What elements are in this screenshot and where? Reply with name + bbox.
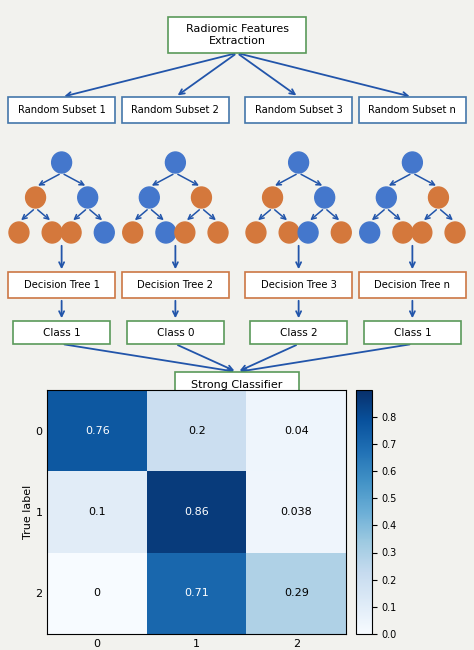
FancyBboxPatch shape	[175, 372, 299, 398]
Text: Decision Tree 1: Decision Tree 1	[24, 280, 100, 290]
Text: 0.86: 0.86	[184, 507, 209, 517]
FancyBboxPatch shape	[168, 17, 306, 53]
Circle shape	[428, 187, 448, 208]
FancyBboxPatch shape	[13, 321, 110, 344]
FancyBboxPatch shape	[250, 321, 347, 344]
Text: Strong Classifier: Strong Classifier	[191, 380, 283, 390]
Circle shape	[402, 152, 422, 173]
Text: 0.2: 0.2	[188, 426, 206, 436]
FancyBboxPatch shape	[127, 321, 224, 344]
Text: Class 1: Class 1	[393, 328, 431, 337]
Circle shape	[289, 152, 309, 173]
Text: 0.038: 0.038	[281, 507, 312, 517]
Text: Radiomic Features
Extraction: Radiomic Features Extraction	[185, 24, 289, 46]
Text: 0.71: 0.71	[184, 588, 209, 598]
Circle shape	[26, 187, 46, 208]
FancyBboxPatch shape	[359, 272, 465, 298]
Circle shape	[42, 222, 62, 243]
Circle shape	[175, 222, 195, 243]
Text: Class 1: Class 1	[43, 328, 81, 337]
Text: Class 0: Class 0	[156, 328, 194, 337]
Circle shape	[139, 187, 159, 208]
Y-axis label: True label: True label	[23, 485, 33, 539]
Circle shape	[263, 187, 283, 208]
FancyBboxPatch shape	[122, 97, 229, 123]
Text: 0: 0	[94, 588, 100, 598]
Text: 0.1: 0.1	[88, 507, 106, 517]
Circle shape	[393, 222, 413, 243]
FancyBboxPatch shape	[359, 97, 465, 123]
Circle shape	[9, 222, 29, 243]
Circle shape	[246, 222, 266, 243]
FancyBboxPatch shape	[364, 321, 461, 344]
Circle shape	[445, 222, 465, 243]
Text: Decision Tree n: Decision Tree n	[374, 280, 450, 290]
Text: 0.76: 0.76	[85, 426, 109, 436]
Circle shape	[412, 222, 432, 243]
Circle shape	[331, 222, 351, 243]
Circle shape	[315, 187, 335, 208]
FancyBboxPatch shape	[246, 272, 352, 298]
Circle shape	[156, 222, 176, 243]
Circle shape	[123, 222, 143, 243]
Text: Random Subset 2: Random Subset 2	[131, 105, 219, 115]
Text: Random Subset n: Random Subset n	[368, 105, 456, 115]
FancyBboxPatch shape	[175, 415, 299, 443]
Text: Decision Tree 2: Decision Tree 2	[137, 280, 213, 290]
Circle shape	[298, 222, 318, 243]
Text: Class 2: Class 2	[280, 328, 318, 337]
Circle shape	[360, 222, 380, 243]
Text: Random Subset 1: Random Subset 1	[18, 105, 106, 115]
Circle shape	[191, 187, 211, 208]
Circle shape	[94, 222, 114, 243]
FancyBboxPatch shape	[9, 272, 115, 298]
FancyBboxPatch shape	[246, 97, 352, 123]
Text: 0.29: 0.29	[284, 588, 309, 598]
Text: 0.04: 0.04	[284, 426, 309, 436]
Circle shape	[52, 152, 72, 173]
Circle shape	[376, 187, 396, 208]
Text: Decision Tree 3: Decision Tree 3	[261, 280, 337, 290]
Circle shape	[61, 222, 81, 243]
FancyBboxPatch shape	[122, 272, 229, 298]
FancyBboxPatch shape	[9, 97, 115, 123]
Circle shape	[279, 222, 299, 243]
Circle shape	[165, 152, 185, 173]
Circle shape	[208, 222, 228, 243]
Circle shape	[78, 187, 98, 208]
Text: Random Subset 3: Random Subset 3	[255, 105, 343, 115]
Text: Classification
Results: Classification Results	[200, 418, 274, 440]
